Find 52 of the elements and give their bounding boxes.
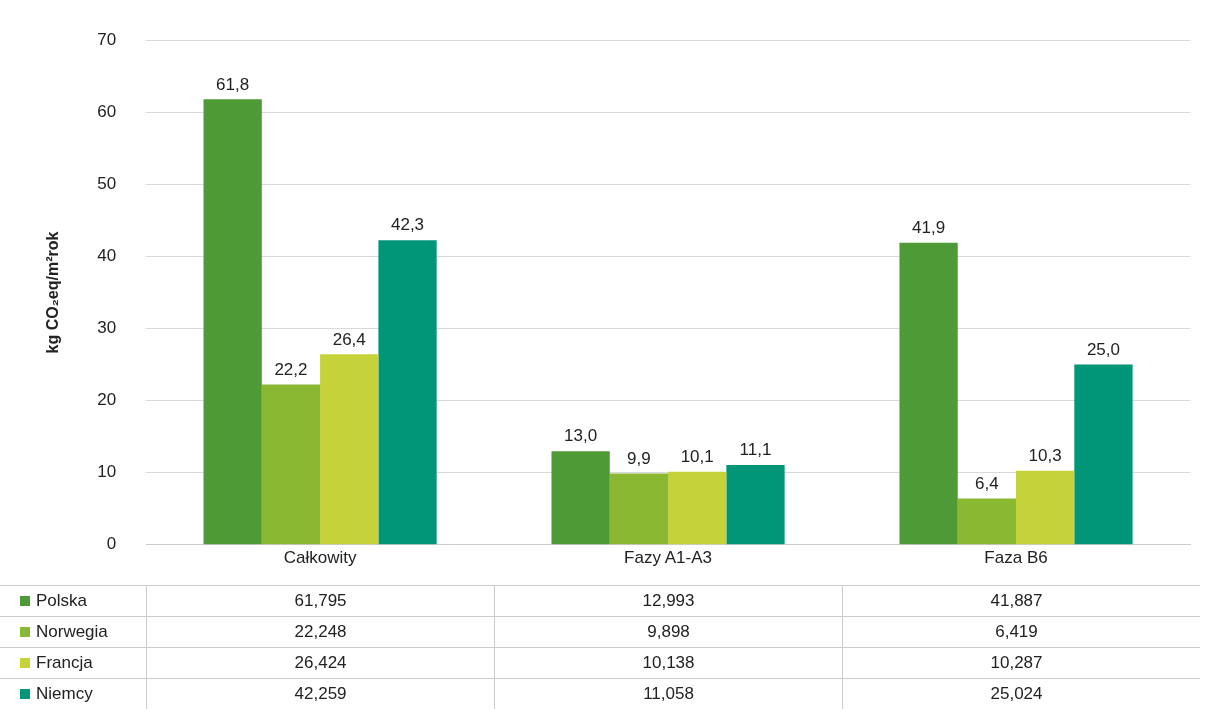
data-label: 13,0 [564, 426, 598, 446]
bar [957, 498, 1017, 545]
data-label: 26,4 [332, 329, 366, 349]
data-label: 25,0 [1086, 339, 1120, 359]
y-tick-label: 10 [97, 462, 117, 482]
data-label: 6,4 [975, 473, 999, 493]
y-tick-label: 40 [97, 246, 117, 266]
text: 26,424 [146, 648, 495, 678]
bar [320, 354, 379, 545]
text: 25,024 [842, 679, 1190, 709]
bar [726, 465, 785, 545]
y-tick-label: 60 [97, 101, 117, 121]
text: 10,138 [494, 648, 843, 678]
data-label: 42,3 [390, 215, 425, 235]
bar [1074, 364, 1133, 545]
y-tick-label: 0 [106, 534, 117, 554]
legend-label: Francja [36, 653, 93, 673]
text: 11,058 [494, 679, 843, 709]
y-tick-label: 50 [97, 174, 117, 194]
y-axis-title: kg CO₂eq/m²rok [44, 231, 62, 354]
data-label: 61,8 [216, 74, 250, 94]
data-label: 22,2 [274, 359, 308, 379]
text: 6,419 [842, 617, 1190, 647]
bar [1016, 470, 1075, 545]
y-tick-label: 20 [97, 390, 117, 410]
bar [609, 473, 669, 545]
data-label: 10,3 [1028, 445, 1062, 465]
legend-label: Polska [36, 591, 88, 611]
x-tick-label: Faza B6 [984, 547, 1048, 567]
bar [668, 471, 727, 545]
data-label: 11,1 [739, 440, 772, 460]
text: 41,887 [842, 586, 1190, 616]
text: 61,795 [146, 586, 495, 616]
x-tick-label: Całkowity [283, 547, 357, 567]
data-label: 41,9 [912, 218, 946, 238]
text: 22,248 [146, 617, 495, 647]
bar [378, 240, 437, 545]
data-label: 9,9 [627, 448, 651, 468]
text: 42,259 [146, 679, 495, 709]
x-tick-label: Fazy A1-A3 [624, 547, 712, 567]
legend-label: Norwegia [36, 622, 108, 642]
bar [899, 242, 958, 545]
text: 9,898 [494, 617, 843, 647]
bar [203, 99, 262, 545]
legend-label: Niemcy [36, 684, 93, 704]
bar [261, 384, 321, 545]
data-label: 10,1 [680, 446, 714, 466]
bar [551, 451, 610, 545]
y-tick-label: 70 [97, 29, 117, 49]
y-tick-label: 30 [97, 318, 117, 338]
text: 12,993 [494, 586, 843, 616]
text: 10,287 [842, 648, 1190, 678]
